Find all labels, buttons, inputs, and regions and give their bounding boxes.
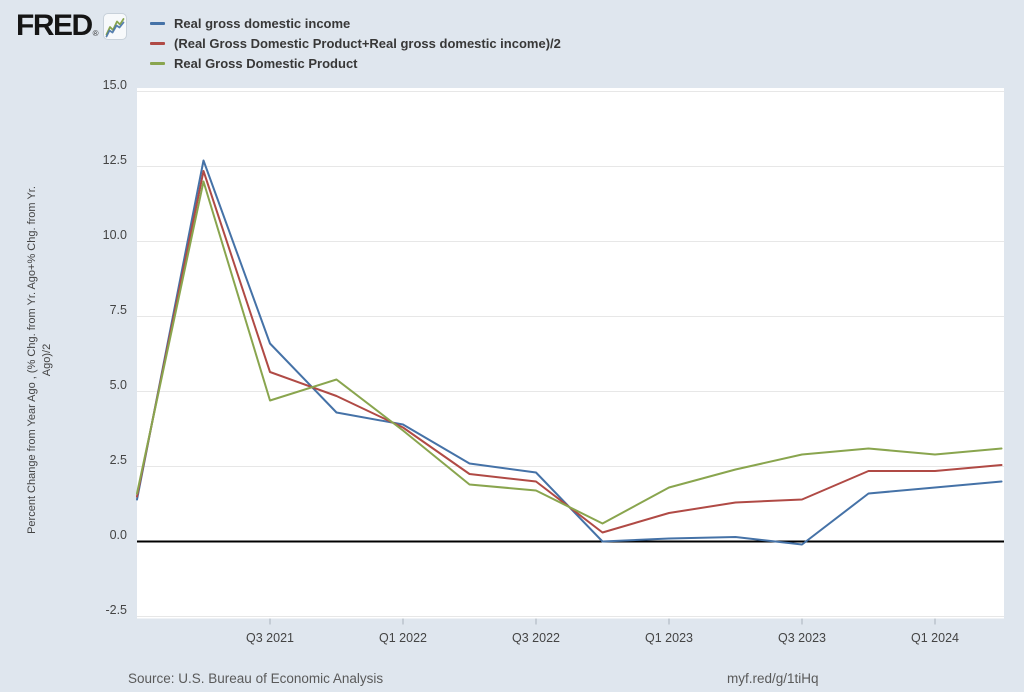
x-tick-label-Q3 2021: Q3 2021	[246, 631, 294, 645]
short-url-text: myf.red/g/1tiHq	[727, 671, 819, 686]
y-axis-title-line2: Ago)/2	[41, 343, 53, 377]
x-tick-label-Q3 2023: Q3 2023	[778, 631, 826, 645]
fred-logo-text: FRED	[16, 9, 93, 42]
plot-area	[137, 88, 1004, 619]
x-tick-label-Q1 2024: Q1 2024	[911, 631, 959, 645]
legend-swatch-average	[150, 42, 165, 46]
series-line-2	[136, 180, 1003, 525]
y-tick-label-5.0: 5.0	[109, 377, 127, 392]
legend: Real gross domestic income (Real Gross D…	[150, 14, 561, 73]
y-tick-label-0.0: 0.0	[109, 527, 127, 542]
legend-swatch-gdi	[150, 22, 165, 26]
y-tick-label-10.0: 10.0	[102, 227, 127, 242]
fred-line-chart-icon	[102, 13, 127, 45]
legend-label-gdi: Real gross domestic income	[174, 16, 351, 32]
legend-item-real-gross-domestic-product: Real Gross Domestic Product	[150, 53, 561, 73]
y-tick-label-15.0: 15.0	[102, 77, 127, 92]
source-text: Source: U.S. Bureau of Economic Analysis	[128, 671, 384, 686]
y-axis-title: Percent Change from Year Ago , (% Chg. f…	[25, 140, 55, 580]
registered-trademark-mark: ®	[92, 29, 99, 38]
x-tick-label-Q1 2022: Q1 2022	[379, 631, 427, 645]
y-tick-label-12.5: 12.5	[102, 152, 127, 167]
x-tick-label-Q3 2022: Q3 2022	[512, 631, 560, 645]
y-tick-label-2.5: 2.5	[109, 452, 127, 467]
legend-item-gdp-gdi-average: (Real Gross Domestic Product+Real gross …	[150, 34, 561, 54]
y-tick-label-7.5: 7.5	[109, 302, 127, 317]
fred-logo: FRED ®	[16, 9, 127, 45]
legend-item-real-gross-domestic-income: Real gross domestic income	[150, 14, 561, 34]
x-tick-label-Q1 2023: Q1 2023	[645, 631, 693, 645]
legend-label-gdp: Real Gross Domestic Product	[174, 55, 358, 71]
legend-swatch-gdp	[150, 61, 165, 65]
y-axis-title-line1: Percent Change from Year Ago , (% Chg. f…	[26, 186, 38, 534]
legend-label-average: (Real Gross Domestic Product+Real gross …	[174, 36, 561, 52]
y-tick-label--2.5: -2.5	[105, 602, 127, 617]
